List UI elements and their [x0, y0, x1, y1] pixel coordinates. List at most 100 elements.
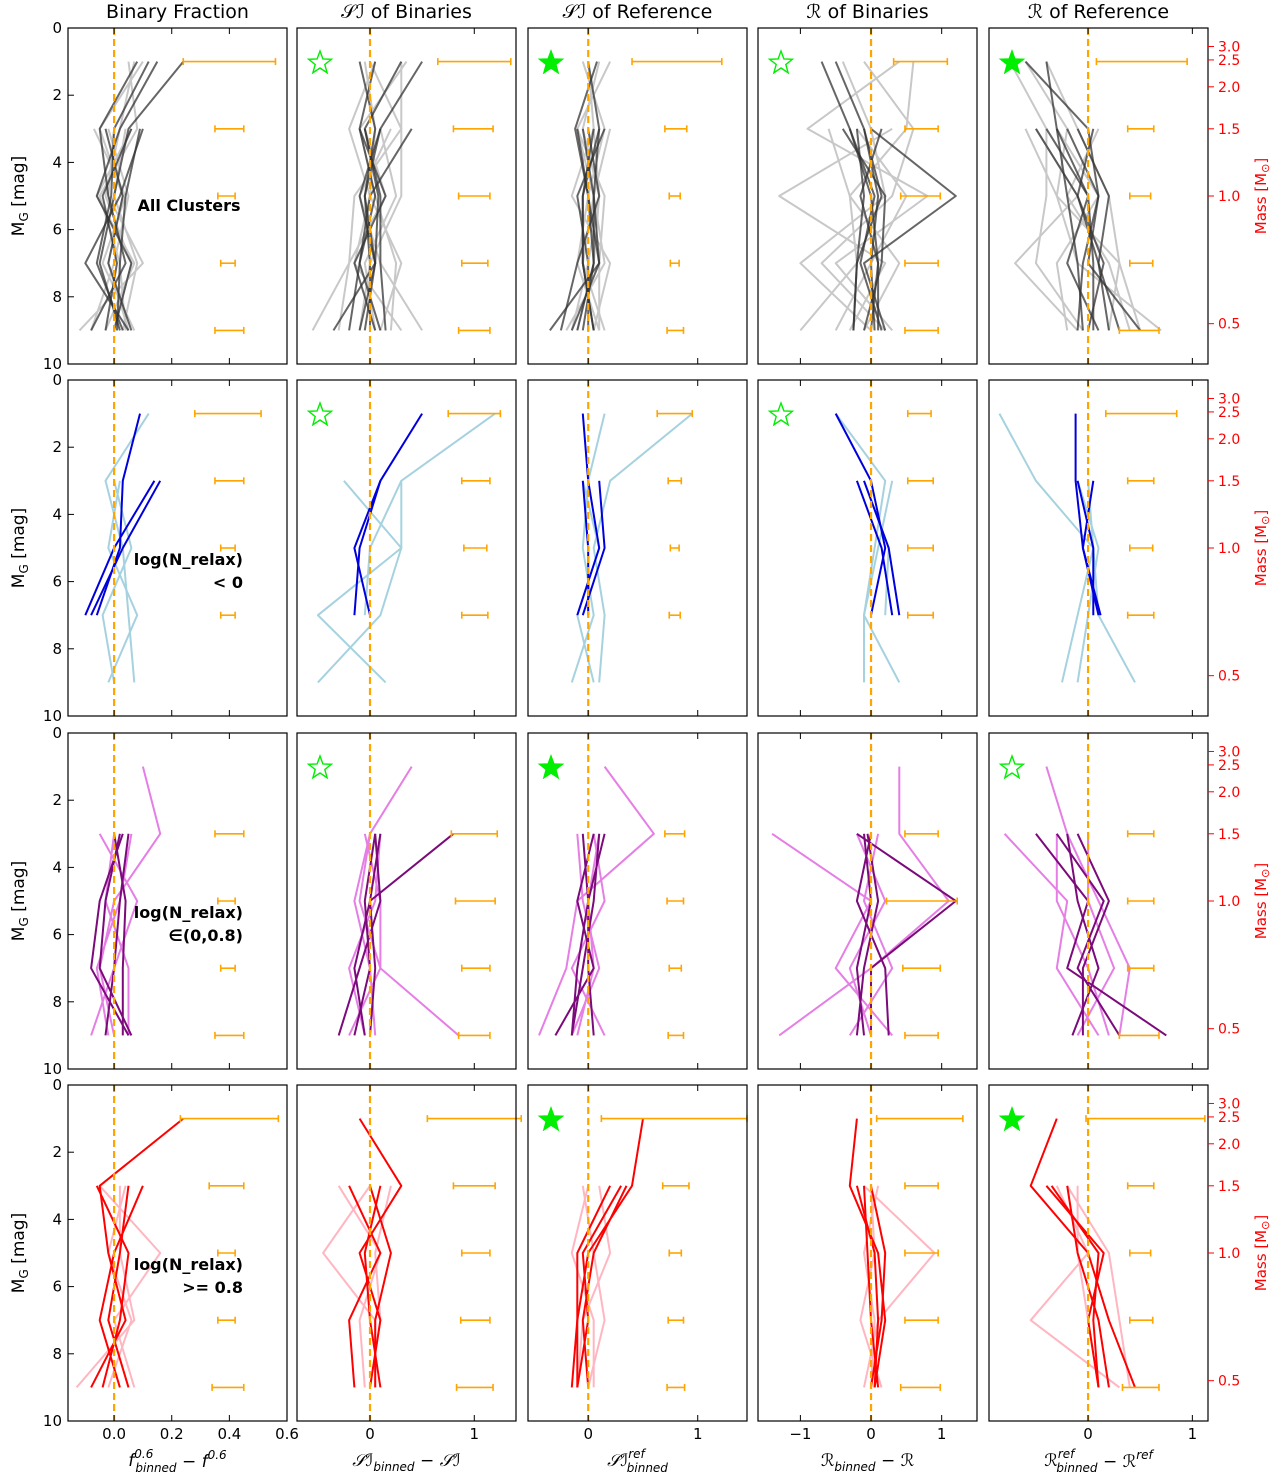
panel-frame: [67, 732, 288, 1070]
series-line: [1029, 1118, 1136, 1388]
panel-frame: [757, 1084, 978, 1422]
panel-r1-c0: [67, 379, 288, 717]
x-axis-label-main: 𝒮ℐ: [352, 1451, 373, 1471]
x-axis-label-sub: binned: [135, 1461, 177, 1475]
series-line: [1035, 833, 1167, 1037]
series-line: [348, 1185, 382, 1388]
x-tick-label: 0: [583, 1425, 593, 1443]
y-tick-label: 0: [52, 724, 62, 742]
y-tick-label: 10: [43, 1060, 62, 1078]
y-axis-label-main: M: [9, 1279, 29, 1294]
panel-frame: [67, 379, 288, 717]
column-title: ℛ of Reference: [1028, 1, 1169, 23]
series-line: [90, 1117, 184, 1388]
y-tick-label: 10: [43, 707, 62, 725]
series-line: [1081, 480, 1102, 616]
row-label-condition: >= 0.8: [182, 1278, 243, 1297]
x-tick-label: 0: [365, 1425, 375, 1443]
mass-tick-label: 0.5: [1218, 669, 1240, 685]
x-axis-label: ℛref binned − ℛref: [1044, 1447, 1154, 1475]
panel-frame: [527, 27, 748, 365]
x-tick-label: 1: [470, 1425, 480, 1443]
series-line: [104, 833, 130, 1036]
series-line: [1045, 766, 1131, 1036]
filled-star-icon: [537, 753, 565, 780]
mass-axis-label-end: ]: [1252, 863, 1270, 869]
series-line: [107, 1185, 133, 1388]
series-line: [834, 413, 887, 683]
x-axis-label-sub: binned: [1056, 1461, 1098, 1475]
x-tick-label: 0.4: [217, 1425, 241, 1443]
mass-axis-label-end: ]: [1252, 510, 1270, 516]
series-line: [820, 61, 915, 332]
series-line: [113, 833, 127, 1036]
panel-frame: [757, 27, 978, 365]
x-tick-label: 0.0: [102, 1425, 126, 1443]
x-axis-label-rest: − ℛ: [1098, 1452, 1137, 1472]
y-axis-label-unit: [mag]: [9, 1213, 29, 1269]
x-tick-label: 1: [1188, 1425, 1198, 1443]
series-line: [1066, 128, 1100, 331]
open-star-icon: [767, 400, 795, 427]
column-title: Binary Fraction: [106, 1, 249, 23]
y-tick-label: 4: [52, 505, 62, 523]
x-tick-label: 0.6: [275, 1425, 299, 1443]
series-line: [576, 1185, 612, 1388]
series-line: [98, 766, 162, 1036]
mass-tick-label: 1.0: [1218, 894, 1240, 910]
mass-axis-label-end: ]: [1252, 1215, 1270, 1221]
panel-r2-c1: [296, 732, 517, 1070]
series-line: [95, 833, 133, 1036]
mass-axis-label: Mass [M⊙]: [1252, 1215, 1272, 1291]
x-axis-label-sub: binned: [373, 1460, 415, 1474]
x-tick-label: 1: [937, 1425, 947, 1443]
open-star-icon: [306, 400, 334, 427]
series-line: [95, 61, 159, 331]
series-line: [834, 128, 908, 331]
y-axis-label-sub: G: [17, 917, 31, 926]
x-axis-label: ℛbinned − ℛ: [821, 1451, 914, 1474]
mass-axis-label-sun: ⊙: [1259, 516, 1272, 525]
x-axis-label: 𝒮ℐbinned − 𝒮ℐ: [352, 1451, 461, 1474]
panel-frame: [67, 1084, 288, 1422]
panel-frame: [296, 27, 517, 365]
series-line: [1003, 833, 1100, 1036]
mass-tick-label: 2.0: [1218, 80, 1240, 96]
series-line: [358, 128, 380, 331]
x-axis-label-main: ℛ: [821, 1451, 835, 1471]
filled-star-icon: [998, 48, 1026, 75]
series-line: [95, 1185, 130, 1388]
x-axis-label: f0.6 binned − f0.6: [128, 1447, 227, 1475]
series-line: [576, 1185, 622, 1388]
mass-tick-label: 1.0: [1218, 189, 1240, 205]
y-tick-label: 8: [52, 640, 62, 658]
x-axis-label-sup: ref: [1058, 1447, 1076, 1461]
y-axis-label-unit: [mag]: [9, 861, 29, 917]
y-tick-label: 4: [52, 858, 62, 876]
mass-axis-label-sun: ⊙: [1259, 164, 1272, 173]
panel-frame: [527, 379, 748, 717]
series-line: [98, 1185, 144, 1388]
panel-r1-c4: [988, 379, 1209, 717]
column-title: 𝒮ℐ of Binaries: [341, 1, 472, 23]
y-tick-label: 6: [52, 573, 62, 591]
row-label-condition: ∈(0,0.8): [168, 926, 243, 945]
series-line: [358, 1118, 403, 1388]
mass-tick-label: 3.0: [1218, 744, 1240, 760]
x-tick-label: 0: [1083, 1425, 1093, 1443]
panel-r1-c1: [296, 379, 517, 717]
panel-r2-c0: [67, 732, 288, 1070]
mass-tick-label: 2.0: [1218, 1137, 1240, 1153]
series-line: [75, 1185, 136, 1389]
y-tick-label: 0: [52, 19, 62, 37]
filled-star-icon: [998, 1105, 1026, 1132]
y-tick-label: 0: [52, 371, 62, 389]
panel-r2-c3: [757, 732, 978, 1070]
panel-r0-c2: [527, 27, 748, 365]
mass-tick-label: 1.0: [1218, 1246, 1240, 1262]
series-line: [353, 480, 382, 616]
mass-tick-label: 0.5: [1218, 317, 1240, 333]
mass-axis-label-main: Mass [M: [1252, 525, 1270, 586]
